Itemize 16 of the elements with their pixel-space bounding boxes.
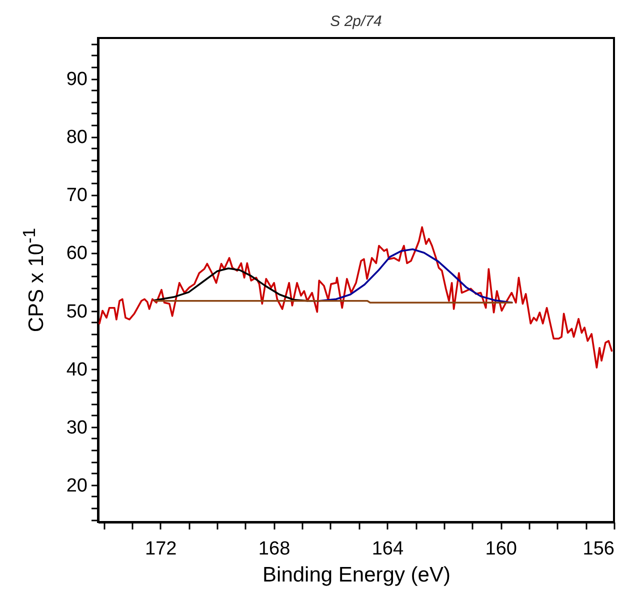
x-tick-label: 164 bbox=[372, 538, 404, 560]
y-tick-label: 30 bbox=[66, 417, 88, 438]
y-tick-label: 90 bbox=[66, 69, 88, 90]
y-tick-label: 80 bbox=[66, 127, 88, 148]
x-tick-label: 168 bbox=[258, 538, 290, 560]
y-tick-label: 50 bbox=[66, 301, 88, 322]
y-tick-label: 40 bbox=[66, 359, 88, 380]
y-tick-label: 20 bbox=[66, 475, 88, 496]
y-tick-label: 70 bbox=[66, 185, 88, 206]
x-tick-label: 172 bbox=[145, 538, 177, 560]
x-tick-label: 160 bbox=[485, 538, 517, 560]
x-axis-title: Binding Energy (eV) bbox=[262, 564, 450, 586]
x-tick-label: 156 bbox=[582, 538, 614, 560]
line-series bbox=[98, 226, 613, 369]
chart-title: S 2p/74 bbox=[330, 12, 382, 30]
y-tick-label: 60 bbox=[66, 243, 88, 264]
